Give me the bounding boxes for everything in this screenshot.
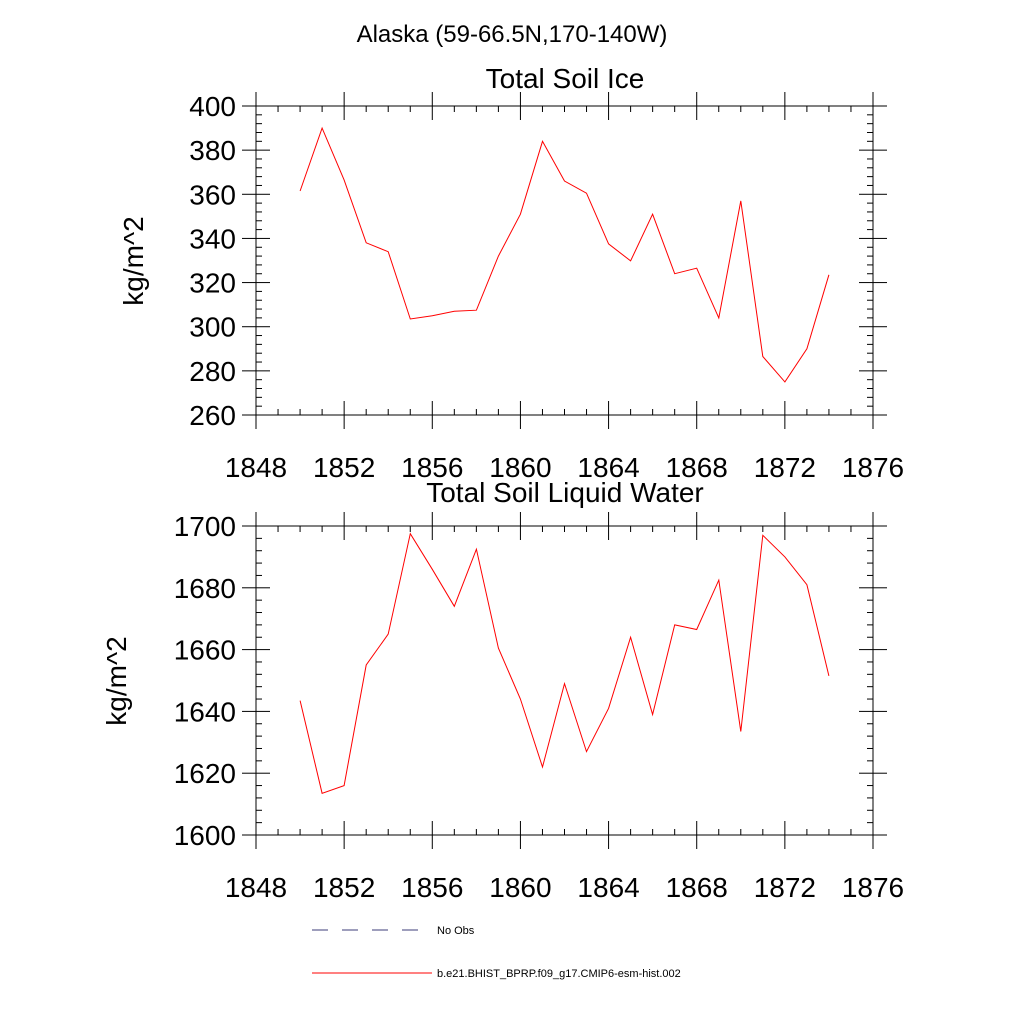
y-axis-label: kg/m^2 (118, 216, 149, 305)
x-tick-label: 1852 (313, 872, 375, 903)
figure-title: Alaska (59-66.5N,170-140W) (357, 21, 668, 48)
y-tick-label: 1660 (174, 635, 236, 666)
plot-frame (255, 105, 874, 416)
y-axis-label: kg/m^2 (101, 636, 132, 725)
y-tick-label: 260 (189, 400, 236, 431)
y-tick-label: 1640 (174, 696, 236, 727)
x-tick-label: 1848 (225, 872, 287, 903)
y-tick-label: 1680 (174, 573, 236, 604)
legend-label-model: b.e21.BHIST_BPRP.f09_g17.CMIP6-esm-hist.… (437, 968, 681, 980)
x-tick-label: 1852 (313, 452, 375, 483)
y-tick-label: 1620 (174, 758, 236, 789)
y-tick-label: 380 (189, 135, 236, 166)
y-tick-label: 360 (189, 179, 236, 210)
y-tick-label: 1700 (174, 511, 236, 542)
x-tick-label: 1860 (489, 452, 551, 483)
x-tick-label: 1856 (401, 872, 463, 903)
legend-label-no-obs: No Obs (437, 925, 475, 937)
panel-title: Total Soil Ice (486, 63, 645, 94)
x-tick-label: 1860 (489, 872, 551, 903)
y-tick-label: 400 (189, 91, 236, 122)
series-line (299, 126, 830, 383)
x-tick-label: 1868 (666, 452, 728, 483)
x-tick-label: 1864 (577, 452, 639, 483)
y-tick-label: 280 (189, 356, 236, 387)
soil-ice-panel: Total Soil Ice kg/m^2 1848 1852 1856 1860 18… (118, 63, 904, 483)
x-tick-label: 1856 (401, 452, 463, 483)
x-tick-label: 1872 (754, 452, 816, 483)
y-tick-label: 320 (189, 268, 236, 299)
x-tick-label: 1868 (666, 872, 728, 903)
panel-title: Total Soil Liquid Water (426, 477, 704, 508)
y-tick-label: 300 (189, 312, 236, 343)
x-tick-label: 1864 (577, 872, 639, 903)
series-line (299, 532, 830, 794)
x-tick-label: 1876 (842, 872, 904, 903)
y-tick-label: 340 (189, 223, 236, 254)
legend: No Obs b.e21.BHIST_BPRP.f09_g17.CMIP6-es… (312, 925, 681, 980)
x-tick-label: 1848 (225, 452, 287, 483)
x-tick-label: 1876 (842, 452, 904, 483)
y-tick-label: 1600 (174, 820, 236, 851)
plot-frame (255, 525, 874, 836)
soil-liquid-water-panel: Total Soil Liquid Water kg/m^2 1848 1852 1… (101, 477, 904, 903)
x-tick-label: 1872 (754, 872, 816, 903)
